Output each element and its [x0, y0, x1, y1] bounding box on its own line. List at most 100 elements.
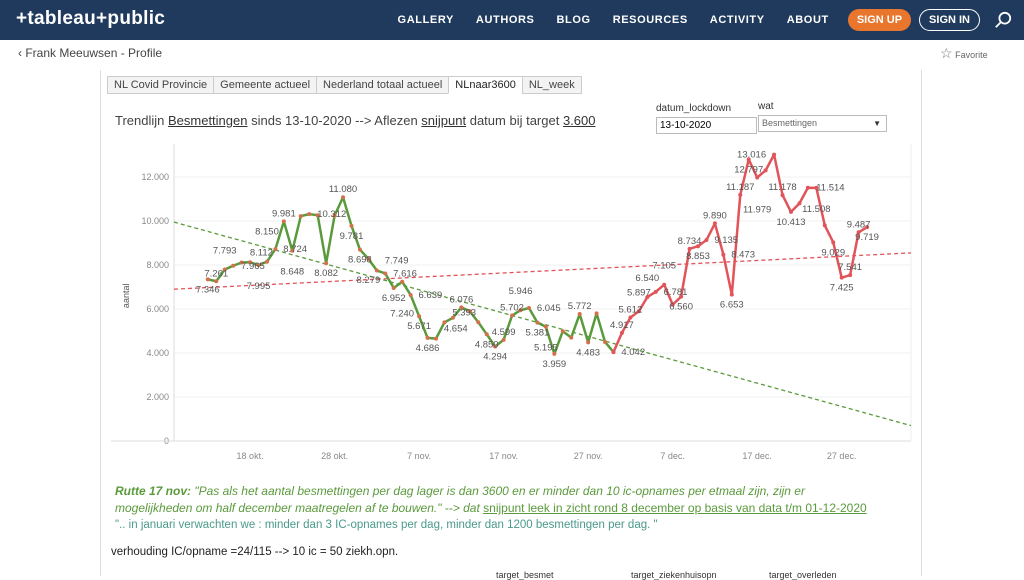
note-ratio: verhouding IC/opname =24/115 --> 10 ic =…	[111, 546, 399, 558]
data-point	[848, 273, 853, 278]
nav-authors[interactable]: AUTHORS	[475, 14, 535, 26]
tab-nlnaar3600[interactable]: NLnaar3600	[448, 76, 523, 94]
data-point	[391, 286, 396, 291]
y-tick-label: 12.000	[141, 172, 169, 182]
favorite-button[interactable]: ☆ Favorite	[940, 45, 988, 62]
x-tick-label: 27 nov.	[574, 451, 603, 461]
data-label: 6.045	[537, 303, 561, 314]
data-point	[577, 312, 582, 317]
data-label: 5.772	[568, 301, 592, 312]
data-point	[501, 337, 506, 342]
data-label: 7.995	[247, 281, 271, 292]
col-target-ziekenhuisopn: target_ziekenhuisopn	[631, 570, 717, 580]
data-label: 7.261	[204, 268, 228, 279]
data-label: 5.393	[452, 307, 476, 318]
data-point	[797, 201, 802, 206]
tableau-public-logo[interactable]: +tableau+public	[16, 8, 166, 29]
x-tick-label: 27 dec.	[827, 451, 857, 461]
datum-lockdown-input[interactable]: 13-10-2020	[656, 117, 757, 134]
y-tick-label: 10.000	[141, 216, 169, 226]
tab-nl-week[interactable]: NL_week	[521, 76, 582, 94]
x-tick-label: 17 nov.	[489, 451, 518, 461]
data-label: 4.042	[621, 347, 645, 358]
chart: 02.0004.0006.0008.00010.00012.000aantal1…	[111, 144, 912, 461]
data-point	[248, 260, 253, 265]
data-point	[586, 340, 591, 345]
data-point	[366, 256, 371, 261]
x-tick-label: 28 okt.	[321, 451, 348, 461]
data-label: 5.671	[407, 321, 431, 332]
data-point	[746, 157, 751, 162]
data-point	[231, 263, 236, 268]
data-point	[383, 271, 388, 276]
data-point	[543, 324, 548, 329]
data-point	[628, 315, 633, 320]
data-point	[814, 185, 819, 190]
nav-blog[interactable]: BLOG	[556, 14, 591, 26]
data-point	[560, 329, 565, 334]
data-point	[450, 315, 455, 320]
data-point	[763, 168, 768, 173]
y-axis-label: aantal	[121, 284, 131, 309]
data-label: 8.734	[678, 236, 702, 247]
nav-activity[interactable]: ACTIVITY	[709, 14, 765, 26]
data-point	[408, 292, 413, 297]
wat-selected-value: Besmettingen	[762, 118, 818, 128]
data-point	[205, 277, 210, 282]
data-point	[484, 332, 489, 337]
data-label: 10.413	[776, 217, 805, 228]
data-label: 7.240	[390, 309, 414, 320]
data-point	[298, 214, 303, 219]
nav-gallery[interactable]: GALLERY	[397, 14, 454, 26]
data-point	[417, 314, 422, 319]
data-label: 6.653	[720, 300, 744, 311]
star-icon: ☆	[940, 45, 953, 61]
data-point	[653, 289, 658, 294]
data-label: 3.959	[542, 359, 566, 370]
data-point	[434, 336, 439, 341]
data-label: 5.897	[627, 287, 651, 298]
data-label: 4.599	[492, 327, 516, 338]
data-label: 8.473	[731, 250, 755, 261]
wat-label: wat	[758, 101, 774, 112]
data-label: 6.560	[669, 302, 693, 313]
data-label: 4.294	[483, 352, 507, 363]
data-point	[307, 212, 312, 217]
sign-in-button[interactable]: SIGN IN	[919, 9, 980, 31]
data-label: 5.381	[526, 328, 550, 339]
wat-select[interactable]: Besmettingen ▼	[758, 115, 887, 132]
data-label: 11.508	[802, 204, 830, 215]
nav-about[interactable]: ABOUT	[786, 14, 829, 26]
x-tick-label: 18 okt.	[237, 451, 264, 461]
data-point	[374, 268, 379, 273]
profile-link-label: Frank Meeuwsen - Profile	[25, 46, 163, 60]
tab-nl-covid-provincie[interactable]: NL Covid Provincie	[107, 76, 215, 94]
data-point	[535, 320, 540, 325]
y-tick-label: 6.000	[146, 304, 169, 314]
sign-up-button[interactable]: SIGN UP	[847, 9, 912, 31]
data-label: 7.346	[196, 284, 220, 295]
tab-nederland-totaal[interactable]: Nederland totaal actueel	[316, 76, 450, 94]
search-icon[interactable]	[994, 11, 1012, 29]
nav-resources[interactable]: RESOURCES	[612, 14, 688, 26]
data-point	[772, 152, 777, 157]
data-point	[729, 292, 734, 297]
data-label: 11.514	[816, 183, 844, 194]
back-to-profile-link[interactable]: ‹ Frank Meeuwsen - Profile	[18, 46, 162, 60]
favorite-label: Favorite	[955, 50, 988, 60]
data-point	[696, 244, 701, 249]
data-point	[619, 330, 624, 335]
data-point	[315, 213, 320, 218]
trendline	[173, 252, 912, 290]
data-point	[332, 213, 337, 218]
y-tick-label: 2.000	[146, 392, 169, 402]
data-point	[467, 309, 472, 314]
trendline	[173, 221, 912, 427]
data-point	[738, 192, 743, 197]
data-point	[518, 308, 523, 313]
data-point	[839, 275, 844, 280]
data-point	[831, 240, 836, 245]
data-label: 8.150	[255, 227, 279, 238]
tab-gemeente-actueel[interactable]: Gemeente actueel	[213, 76, 318, 94]
data-label: 8.082	[314, 268, 338, 279]
